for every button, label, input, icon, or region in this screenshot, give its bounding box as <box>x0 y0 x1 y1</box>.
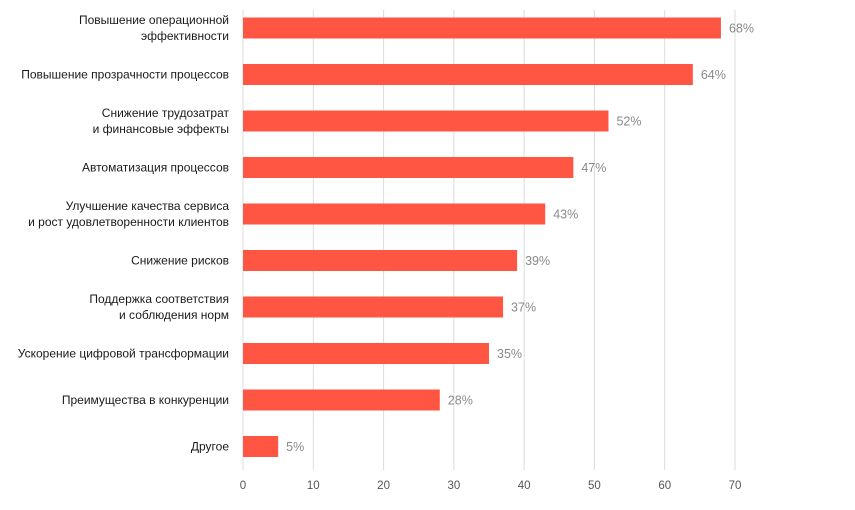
category-label: Поддержка соответствия <box>89 292 229 306</box>
bar <box>243 110 609 132</box>
bar <box>243 157 574 178</box>
category-label: и соблюдения норм <box>119 308 229 322</box>
bar-value-label: 64% <box>701 68 726 82</box>
bar-value-label: 39% <box>525 254 550 268</box>
bars <box>243 17 721 457</box>
x-tick-label: 10 <box>307 480 320 492</box>
bar-value-label: 37% <box>511 301 536 315</box>
category-label: Ускорение цифровой трансформации <box>18 347 229 361</box>
bar-value-label: 68% <box>729 22 754 36</box>
x-tick-label: 40 <box>518 480 531 492</box>
bar-value-label: 47% <box>581 161 606 175</box>
category-label: Преимущества в конкуренции <box>62 393 229 407</box>
category-label: эффективности <box>141 29 229 43</box>
bar-value-label: 43% <box>553 208 578 222</box>
category-label: и рост удовлетворенности клиентов <box>28 215 229 229</box>
gridlines <box>242 10 736 470</box>
bar <box>243 436 279 457</box>
x-tick-label: 30 <box>447 480 460 492</box>
bar <box>243 17 721 39</box>
bar <box>243 203 546 225</box>
x-tick-label: 20 <box>377 480 390 492</box>
category-label: Повышение прозрачности процессов <box>21 68 229 82</box>
category-label: Снижение рисков <box>131 254 229 268</box>
bar <box>243 343 489 364</box>
x-axis-ticks: 0 10 20 30 40 50 60 70 <box>240 480 742 492</box>
bar <box>243 250 518 271</box>
bar <box>243 64 693 85</box>
value-labels: 68% 64% 52% 47% 43% 39% 37% 35% 28% 5% <box>286 22 754 455</box>
category-label: Повышение операционной <box>79 13 229 27</box>
bar <box>243 389 440 411</box>
category-labels: Повышение операционной эффективности Повыш… <box>18 13 230 454</box>
category-label: Другое <box>191 440 229 454</box>
x-tick-label: 60 <box>658 480 671 492</box>
bar-value-label: 35% <box>497 347 522 361</box>
x-tick-label: 0 <box>240 480 246 492</box>
category-label: Снижение трудозатрат <box>102 106 230 120</box>
x-tick-label: 50 <box>588 480 601 492</box>
category-label: Улучшение качества сервиса <box>66 199 230 213</box>
x-tick-label: 70 <box>729 480 742 492</box>
bar-value-label: 52% <box>616 115 641 129</box>
category-label: Автоматизация процессов <box>82 161 229 175</box>
bar <box>243 296 504 318</box>
category-label: и финансовые эффекты <box>93 122 229 136</box>
bar-value-label: 5% <box>286 440 304 454</box>
bar-value-label: 28% <box>448 394 473 408</box>
